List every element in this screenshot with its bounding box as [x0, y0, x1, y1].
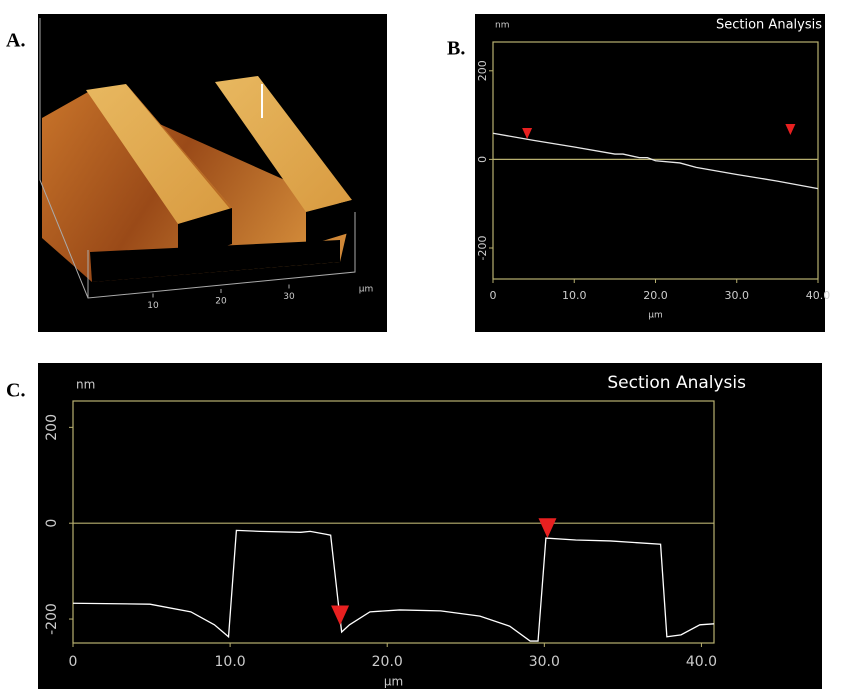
- y-axis-unit: nm: [495, 21, 509, 31]
- panel-label: A.: [6, 30, 25, 52]
- profile-line: [72, 529, 715, 642]
- x-tick-label: 40.0: [686, 654, 717, 670]
- cursor-marker: [538, 518, 557, 539]
- x-axis-label: μm: [648, 311, 663, 321]
- chart-title: Section Analysis: [607, 373, 746, 393]
- y-axis-unit: nm: [76, 378, 95, 392]
- x-tick-label: 0: [490, 289, 497, 302]
- cursor-marker: [522, 128, 533, 140]
- cursor-marker: [785, 124, 796, 136]
- plot-frame: [72, 400, 715, 644]
- x-tick-label: 0: [69, 654, 78, 670]
- x-tick-label: 30: [283, 292, 295, 302]
- y-tick-label: 200: [476, 60, 489, 81]
- panel-label: B.: [447, 38, 465, 60]
- x-tick-label: 10.0: [562, 289, 587, 302]
- x-tick-label: 30.0: [529, 654, 560, 670]
- x-axis-label: μm: [384, 675, 403, 689]
- y-tick-label: 0: [476, 156, 489, 163]
- panel-b-bg: [475, 14, 825, 332]
- panel-label: C.: [6, 380, 25, 402]
- x-tick-label: 30.0: [725, 289, 750, 302]
- profile-line: [492, 132, 819, 190]
- x-tick-label: 40.0: [806, 289, 831, 302]
- y-tick-label: -200: [44, 603, 60, 635]
- y-tick-label: 200: [44, 414, 60, 441]
- x-tick-label: 20.0: [372, 654, 403, 670]
- cursor-marker: [331, 605, 350, 626]
- x-axis-label: μm: [359, 285, 374, 295]
- x-tick-label: 10.0: [215, 654, 246, 670]
- x-tick-label: 10: [147, 301, 159, 311]
- surface-render: [39, 18, 356, 299]
- y-tick-label: -200: [476, 236, 489, 261]
- x-tick-label: 20.0: [643, 289, 668, 302]
- chart-title: Section Analysis: [716, 18, 822, 33]
- x-tick-label: 20: [215, 297, 227, 307]
- panel-c-bg: [38, 363, 822, 689]
- y-tick-label: 0: [44, 519, 60, 528]
